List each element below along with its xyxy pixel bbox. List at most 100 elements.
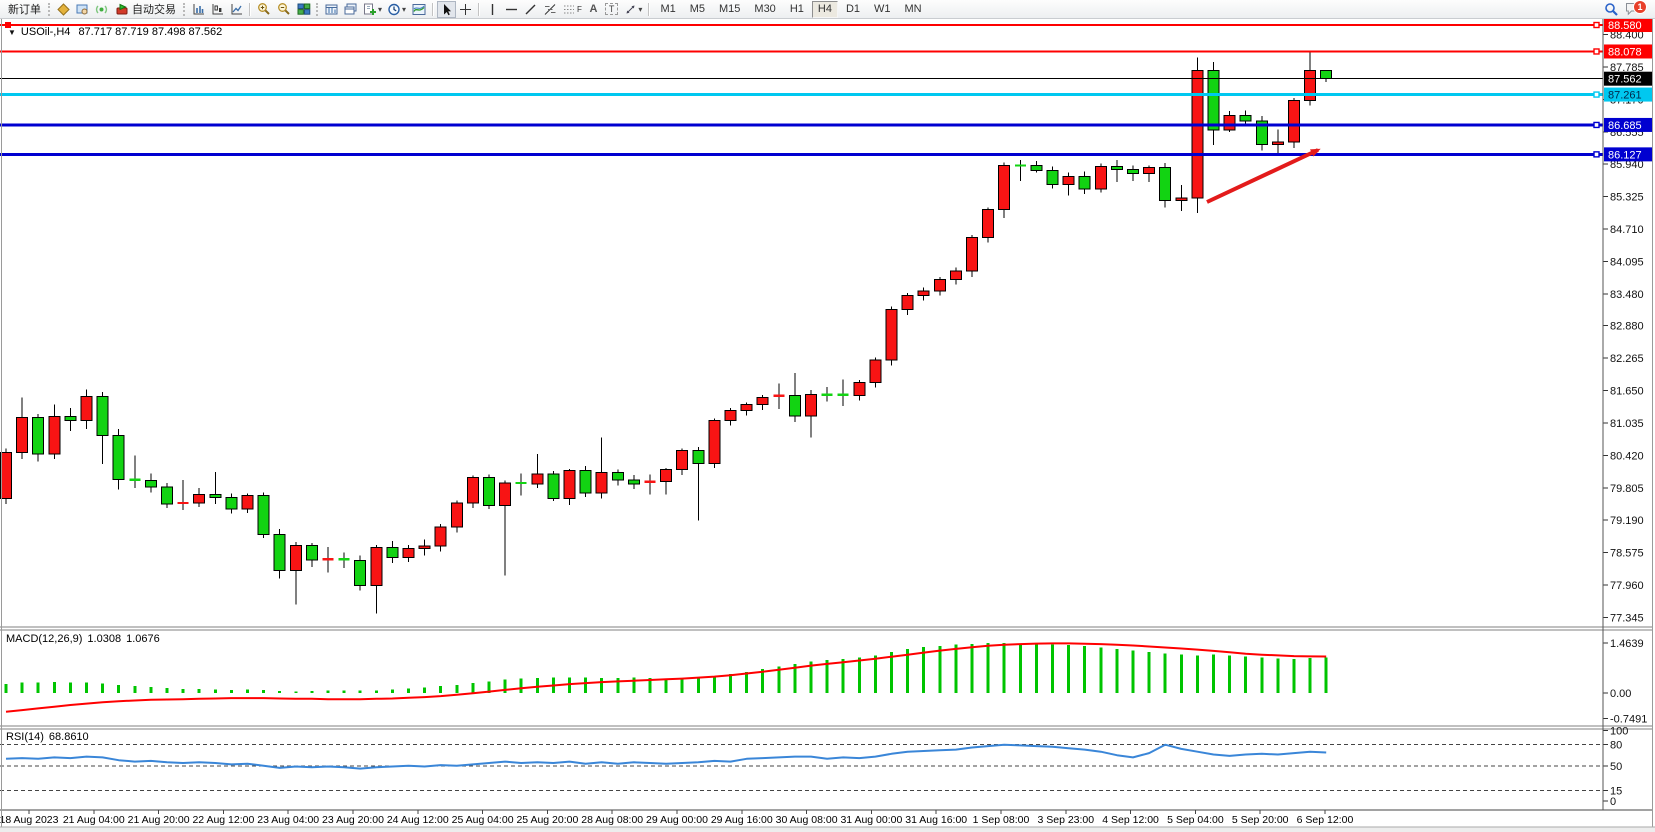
rsi-axis-label: 100 <box>1610 726 1628 738</box>
macd-axis-label: -0.7491 <box>1610 714 1647 726</box>
auto-trading-icon <box>116 3 128 14</box>
timeframe-d1[interactable]: D1 <box>845 3 860 15</box>
time-tick-label: 31 Aug 16:00 <box>905 814 967 826</box>
timeframe-h4[interactable]: H4 <box>811 0 838 18</box>
time-tick-label: 4 Sep 12:00 <box>1102 814 1159 826</box>
fibonacci-icon[interactable] <box>540 1 560 18</box>
crosshair-icon[interactable] <box>456 1 475 18</box>
candlestick-chart-icon[interactable] <box>208 1 227 18</box>
time-tick-label: 25 Aug 20:00 <box>516 814 578 826</box>
time-tick-label: 21 Aug 20:00 <box>128 814 190 826</box>
time-tick-label: 29 Aug 16:00 <box>711 814 773 826</box>
timeframe-w1[interactable]: W1 <box>874 3 891 15</box>
time-tick-label: 23 Aug 04:00 <box>257 814 319 826</box>
data-window-icon[interactable] <box>73 1 92 18</box>
price-tick-label: 79.190 <box>1610 515 1644 527</box>
price-tick-label: 84.710 <box>1610 224 1644 236</box>
new-order-button[interactable]: 新订单 <box>8 4 41 16</box>
price-tick-label: 81.650 <box>1610 385 1644 397</box>
zoom-out-icon[interactable] <box>274 1 294 18</box>
label-icon[interactable]: T <box>602 1 622 18</box>
horizontal-line-icon[interactable] <box>502 1 521 18</box>
rsi-panel: 100 80 50 150 <box>0 726 1628 808</box>
time-axis[interactable]: 18 Aug 2023 21 Aug 04:00 21 Aug 20:00 22 Au… <box>0 809 1652 826</box>
line-handle <box>1593 21 1600 29</box>
time-tick-label: 28 Aug 08:00 <box>581 814 643 826</box>
template-icon[interactable] <box>409 1 429 18</box>
zoom-in-icon[interactable] <box>254 1 274 18</box>
symbol-menu-icon[interactable]: ▼ <box>8 28 16 37</box>
price-tick-label: 79.805 <box>1610 483 1644 495</box>
price-tick-label: 85.325 <box>1610 192 1644 204</box>
macd-axis-label: 1.4639 <box>1610 638 1644 650</box>
line-handle <box>5 22 11 29</box>
price-label-chip: 86.127 <box>1604 147 1652 162</box>
line-handle <box>1593 48 1600 55</box>
time-tick-label: 23 Aug 20:00 <box>322 814 384 826</box>
svg-text:86.685: 86.685 <box>1608 120 1642 132</box>
tile-windows-icon[interactable] <box>294 1 314 18</box>
vertical-line-icon[interactable] <box>483 1 502 18</box>
macd-axis-label: 0.00 <box>1610 688 1631 700</box>
timeframe-m1[interactable]: M1 <box>660 3 676 15</box>
trend-arrow[interactable] <box>1206 148 1321 204</box>
price-label-chip: 88.078 <box>1604 44 1652 59</box>
text-icon[interactable]: A <box>589 3 598 15</box>
time-tick-label: 25 Aug 04:00 <box>452 814 514 826</box>
line-handle <box>1593 151 1600 158</box>
price-tick-label: 83.480 <box>1610 289 1644 301</box>
search-icon[interactable] <box>1601 1 1622 18</box>
toolbar-grip <box>183 2 185 16</box>
trendline-icon[interactable] <box>521 1 540 18</box>
new-chart-button[interactable]: ▾ <box>360 1 385 18</box>
price-label-chip: 86.685 <box>1604 117 1652 132</box>
svg-text:87.562: 87.562 <box>1608 74 1642 86</box>
timeframe-group: M1 M5 M15 M30 H1 H4 D1 W1 MN <box>653 0 928 18</box>
symbols-icon[interactable] <box>54 1 73 18</box>
price-tick-label: 78.575 <box>1610 548 1644 560</box>
price-label-chip: 87.562 <box>1604 71 1652 86</box>
chevron-down-icon: ▾ <box>402 4 407 14</box>
timeframe-mn[interactable]: MN <box>904 3 922 15</box>
price-tick-label: 88.400 <box>1610 30 1644 42</box>
line-chart-icon[interactable] <box>227 1 246 18</box>
notifications-button[interactable]: 1 <box>1622 0 1647 18</box>
channel-icon[interactable]: F <box>560 1 585 18</box>
timeframes-clock-button[interactable]: ▾ <box>385 1 409 18</box>
bar-chart-icon[interactable] <box>189 1 208 18</box>
price-label-chip: 88.580 <box>1604 18 1652 33</box>
price-tick-label: 77.960 <box>1610 580 1644 592</box>
timeframe-m30[interactable]: M30 <box>754 3 776 15</box>
timeframe-m15[interactable]: M15 <box>719 3 741 15</box>
toolbar-grip <box>48 2 50 16</box>
chevron-down-icon: ▾ <box>638 4 643 14</box>
cursor-icon[interactable] <box>437 0 457 18</box>
price-tick-label: 82.880 <box>1610 321 1644 333</box>
auto-trading-button[interactable]: 自动交易 <box>111 1 181 18</box>
price-tick-label: 77.345 <box>1610 613 1644 625</box>
line-handle <box>1593 91 1600 98</box>
timeframe-h1[interactable]: H1 <box>789 3 804 15</box>
rsi-axis-label: 15 <box>1610 785 1622 797</box>
svg-text:86.127: 86.127 <box>1608 149 1642 161</box>
time-tick-label: 5 Sep 20:00 <box>1232 814 1289 826</box>
toolbar-separator <box>648 2 651 16</box>
time-tick-label: 31 Aug 00:00 <box>840 814 902 826</box>
price-tick-label: 80.420 <box>1610 450 1644 462</box>
time-tick-label: 21 Aug 04:00 <box>63 814 125 826</box>
toolbar-separator <box>478 2 481 16</box>
time-tick-label: 30 Aug 08:00 <box>776 814 838 826</box>
cascade-windows-icon[interactable] <box>341 1 360 18</box>
notification-badge: 1 <box>1633 0 1647 14</box>
time-tick-label: 1 Sep 08:00 <box>973 814 1030 826</box>
price-tick-label: 84.095 <box>1610 257 1644 269</box>
svg-text:88.580: 88.580 <box>1608 20 1642 32</box>
price-axis[interactable]: 88.40087.78587.17086.55585.94085.32584.7… <box>1603 18 1652 625</box>
timeframe-m5[interactable]: M5 <box>689 3 705 15</box>
arrange-windows-icon[interactable] <box>322 1 341 18</box>
time-tick-label: 24 Aug 12:00 <box>387 814 449 826</box>
navigator-icon[interactable] <box>92 1 111 18</box>
svg-text:87.261: 87.261 <box>1608 90 1642 102</box>
shapes-button[interactable]: ▾ <box>621 1 645 18</box>
